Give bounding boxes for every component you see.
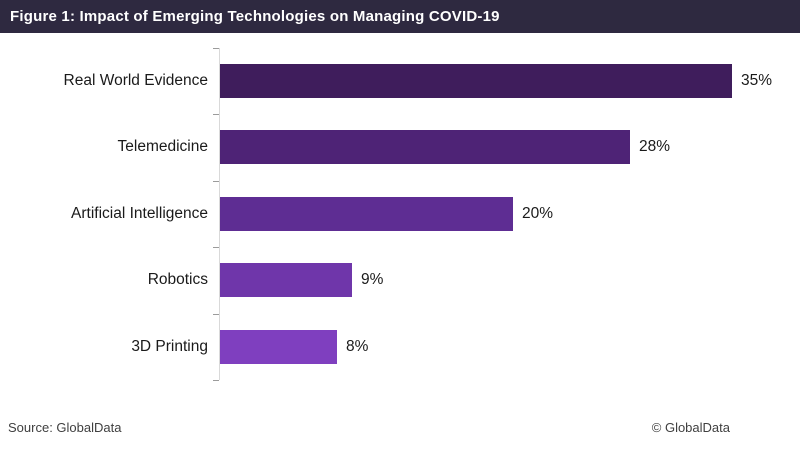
category-label: Artificial Intelligence bbox=[71, 205, 208, 222]
value-label: 8% bbox=[346, 338, 369, 355]
figure-title-bar: Figure 1: Impact of Emerging Technologie… bbox=[0, 0, 800, 33]
axis-tick bbox=[213, 380, 219, 381]
bar-row: Artificial Intelligence 20% bbox=[0, 181, 800, 247]
bar-track: 28% bbox=[220, 130, 800, 164]
bar-track: 9% bbox=[220, 263, 800, 297]
value-label: 35% bbox=[741, 72, 773, 89]
axis-tick bbox=[213, 314, 219, 315]
bar bbox=[220, 330, 337, 364]
axis-tick bbox=[213, 114, 219, 115]
bar bbox=[220, 130, 630, 164]
axis-tick bbox=[213, 247, 219, 248]
figure-title: Figure 1: Impact of Emerging Technologie… bbox=[10, 8, 500, 25]
source-text: Source: GlobalData bbox=[8, 419, 122, 435]
bar bbox=[220, 64, 732, 98]
bar-row: Robotics 9% bbox=[0, 247, 800, 313]
value-label: 28% bbox=[639, 138, 671, 155]
category-label: 3D Printing bbox=[131, 338, 208, 355]
copyright-text: © GlobalData bbox=[651, 419, 730, 435]
axis-tick bbox=[213, 181, 219, 182]
category-label: Telemedicine bbox=[117, 138, 208, 155]
bar-row: Telemedicine 28% bbox=[0, 114, 800, 180]
bar bbox=[220, 197, 513, 231]
bar-track: 8% bbox=[220, 330, 800, 364]
category-label: Robotics bbox=[147, 271, 208, 288]
value-label: 9% bbox=[361, 271, 384, 288]
bar-row: 3D Printing 8% bbox=[0, 314, 800, 380]
y-axis-line bbox=[219, 48, 220, 380]
bar bbox=[220, 263, 352, 297]
bar-track: 20% bbox=[220, 197, 800, 231]
axis-tick bbox=[213, 48, 219, 49]
bar-chart: Real World Evidence 35% Telemedicine 28% Art… bbox=[0, 48, 800, 381]
bar-row: Real World Evidence 35% bbox=[0, 48, 800, 114]
category-label: Real World Evidence bbox=[63, 72, 208, 89]
bar-track: 35% bbox=[220, 64, 800, 98]
chart-footer: Source: GlobalData © GlobalData bbox=[0, 415, 800, 439]
value-label: 20% bbox=[522, 205, 554, 222]
